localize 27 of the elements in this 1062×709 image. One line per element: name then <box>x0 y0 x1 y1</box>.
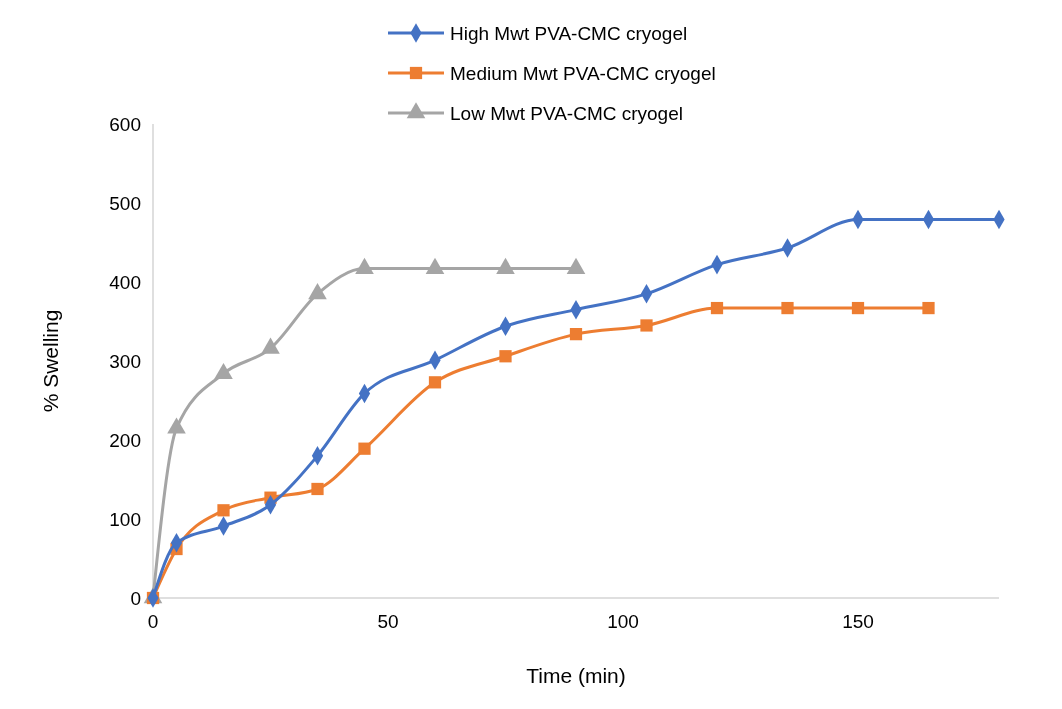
x-tick-label: 100 <box>607 611 639 632</box>
y-tick-label: 0 <box>130 587 141 609</box>
point <box>569 328 583 341</box>
point <box>217 504 230 517</box>
point <box>499 350 512 363</box>
y-tick-label: 100 <box>109 508 141 530</box>
legend-label: Low Mwt PVA-CMC cryogel <box>450 102 683 124</box>
x-tick-label: 50 <box>377 611 399 632</box>
y-tick-label: 400 <box>109 271 141 293</box>
point <box>428 376 442 389</box>
legend-label: Medium Mwt PVA-CMC cryogel <box>450 62 716 84</box>
legend-label: High Mwt PVA-CMC cryogel <box>450 22 688 44</box>
point <box>922 301 935 315</box>
point <box>358 442 371 455</box>
point <box>851 301 865 315</box>
point <box>781 301 794 315</box>
point <box>710 301 724 315</box>
y-tick-label: 600 <box>109 113 141 135</box>
point <box>311 482 324 496</box>
x-tick-label: 150 <box>842 611 874 632</box>
y-axis-title: % Swelling <box>39 309 62 413</box>
y-tick-label: 200 <box>109 429 141 451</box>
y-tick-label: 300 <box>109 350 141 372</box>
y-tick-label: 500 <box>109 192 141 214</box>
point <box>640 319 653 332</box>
x-axis-title: Time (min) <box>526 664 626 687</box>
x-tick-label: 0 <box>147 611 159 632</box>
